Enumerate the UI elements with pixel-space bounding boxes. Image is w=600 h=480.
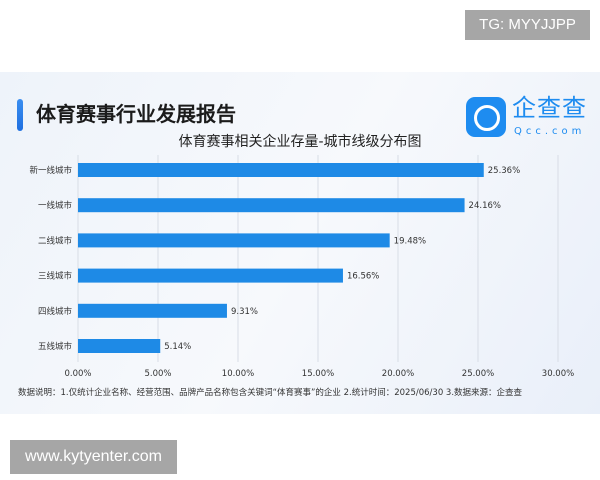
- data-label: 9.31%: [231, 307, 258, 317]
- bar: [78, 198, 465, 213]
- data-label: 5.14%: [164, 342, 191, 352]
- data-label: 16.56%: [347, 272, 379, 282]
- bar: [78, 303, 227, 318]
- qcc-logo-icon: [466, 97, 506, 137]
- x-tick-label: 15.00%: [302, 369, 334, 379]
- report-title: 体育赛事行业发展报告: [36, 102, 236, 126]
- bar: [78, 339, 161, 353]
- x-tick-label: 25.00%: [462, 369, 494, 379]
- bar: [78, 268, 343, 283]
- category-label: 二线城市: [38, 235, 73, 246]
- category-label: 四线城市: [38, 306, 73, 317]
- category-label: 新一线城市: [29, 165, 72, 176]
- x-tick-label: 5.00%: [144, 369, 171, 379]
- bar: [78, 233, 390, 248]
- watermark-top: TG: MYYJJPP: [465, 10, 590, 40]
- category-label: 五线城市: [38, 341, 73, 352]
- logo-text: 企查查: [512, 94, 587, 122]
- logo-subtext: Qcc.com: [514, 126, 586, 137]
- category-label: 一线城市: [38, 200, 73, 211]
- x-tick-label: 10.00%: [222, 369, 254, 379]
- data-label: 24.16%: [469, 201, 501, 211]
- data-label: 25.36%: [488, 166, 520, 176]
- watermark-bottom: www.kytyenter.com: [10, 440, 177, 474]
- data-note: 数据说明：1.仅统计企业名称、经营范围、品牌产品名称包含关键词“体育赛事”的企业…: [18, 388, 523, 398]
- title-accent-bar: [17, 99, 23, 131]
- bar: [78, 163, 484, 177]
- x-tick-label: 20.00%: [382, 369, 414, 379]
- x-tick-label: 0.00%: [64, 369, 91, 379]
- x-tick-label: 30.00%: [542, 369, 574, 379]
- chart-title: 体育赛事相关企业存量-城市线级分布图: [178, 134, 422, 150]
- data-label: 19.48%: [394, 236, 426, 246]
- category-label: 三线城市: [38, 271, 73, 282]
